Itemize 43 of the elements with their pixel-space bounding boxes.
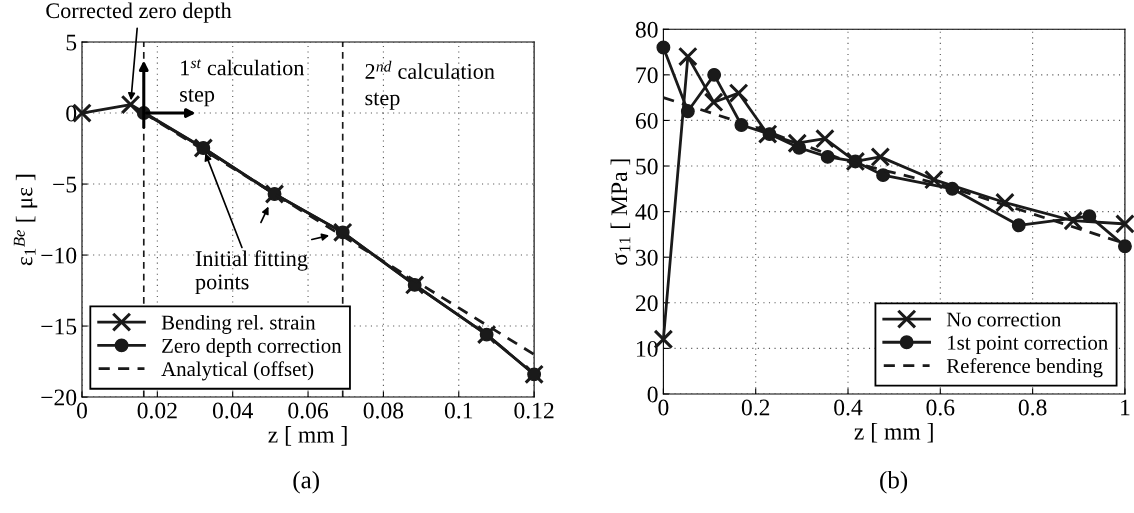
y-tick-label: −15 (41, 318, 77, 335)
y-tick-label: −5 (53, 176, 77, 193)
legend-label: Zero depth correction (162, 338, 342, 358)
x-tick-label: 0.1 (444, 402, 473, 419)
legend-label: No correction (946, 312, 1062, 327)
y-axis-title: ε$_{1}$$^{Be}$ [ με ] (13, 174, 38, 266)
y-tick-label: 0 (647, 386, 658, 403)
y-tick-label: 40 (635, 204, 658, 221)
x-tick-label: 0.4 (834, 399, 863, 416)
legend-label: Bending rel. strain (161, 314, 316, 334)
y-tick-label: 10 (636, 340, 658, 357)
x-tick-label: 1 (1121, 399, 1130, 416)
y-tick-label: 5 (66, 34, 77, 51)
y-tick-label: 60 (635, 112, 658, 129)
y-tick-label: 0 (66, 105, 77, 122)
x-tick-label: 0.12 (514, 402, 554, 419)
annotation: 1$^{st}$ calculation step (180, 59, 305, 107)
x-tick-label: 0.06 (288, 402, 329, 419)
text: (b) (880, 470, 908, 494)
y-tick-label: 20 (635, 295, 658, 312)
x-tick-label: 0.08 (363, 402, 404, 419)
legend-label: Reference bending (946, 358, 1103, 378)
x-axis-title: z [ mm ] (854, 423, 933, 443)
annotation: 2$^{nd}$ calculation step (365, 60, 495, 110)
text: (a) (293, 470, 319, 494)
x-tick-label: 0.2 (741, 399, 770, 416)
legend-label: 1st point correction (948, 335, 1108, 354)
y-tick-label: 50 (636, 158, 658, 175)
y-tick-label: 80 (635, 21, 658, 38)
annotation: Corrected zero depth (46, 2, 232, 23)
x-tick-label: 0.8 (1018, 399, 1047, 416)
y-tick-label: 70 (636, 67, 658, 84)
legend-label: Analytical (offset) (161, 361, 314, 381)
x-tick-label: 0.04 (212, 402, 253, 419)
annotation: Initial fitting points (195, 250, 308, 294)
x-tick-label: 0.6 (926, 399, 955, 416)
x-tick-label: 0.02 (137, 402, 177, 419)
x-axis-title: z [ mm ] (268, 426, 347, 446)
y-tick-label: 30 (636, 249, 658, 266)
y-tick-label: −20 (41, 389, 77, 406)
y-tick-label: −10 (41, 247, 77, 264)
y-axis-title: σ$_{11}$ [ MPa ] (610, 159, 631, 265)
x-tick-label: 0 (658, 399, 669, 416)
